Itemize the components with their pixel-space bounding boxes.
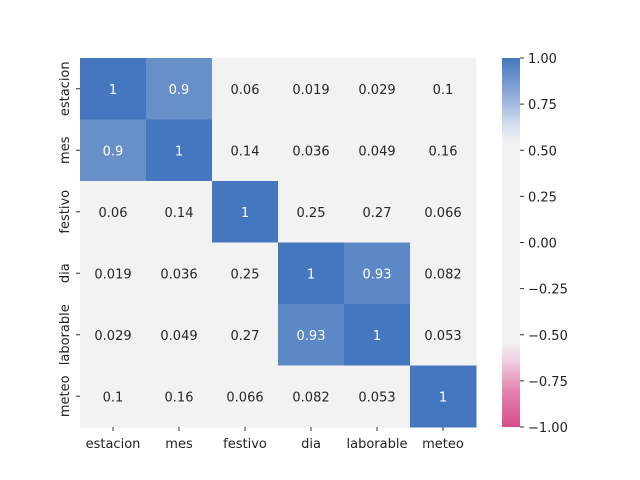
heatmap-cell <box>80 304 147 366</box>
heatmap-cell <box>344 304 411 366</box>
heatmap-cell <box>344 58 411 120</box>
cell-value-label: 0.049 <box>358 144 395 159</box>
heatmap-cell <box>212 304 279 366</box>
cell-value-label: 0.082 <box>292 390 329 405</box>
colorbar: 1.00 0.75 0.50 0.25 0.00 −0.25 −0.50 −0.75 −1.00 <box>502 52 568 436</box>
heatmap-cell <box>146 365 213 428</box>
cell-value-label: 0.16 <box>165 390 194 405</box>
x-tick-label: mes <box>165 437 193 452</box>
colorbar-tick-label: −1.00 <box>528 421 568 436</box>
heatmap-cell <box>278 58 345 120</box>
colorbar-tick-label: −0.25 <box>528 283 568 298</box>
cell-value-label: 0.036 <box>160 267 197 282</box>
heatmap-cell <box>410 58 477 120</box>
y-tick-label: mes <box>58 136 73 164</box>
colorbar-tick-label: −0.75 <box>528 375 568 390</box>
cell-value-label: 1 <box>373 329 381 344</box>
cell-value-label: 0.14 <box>231 144 260 159</box>
heatmap-cell <box>410 365 477 428</box>
heatmap-cell <box>80 181 147 243</box>
colorbar-tick-label: 0.75 <box>528 98 557 113</box>
cell-value-label: 0.14 <box>165 206 194 221</box>
heatmap-cell <box>410 181 477 243</box>
cell-value-label: 0.9 <box>169 83 190 98</box>
heatmap-cell <box>344 181 411 243</box>
y-tick-label: festivo <box>58 190 73 234</box>
colorbar-gradient <box>502 58 520 427</box>
heatmap-cell <box>146 242 213 305</box>
heatmap-cell <box>344 365 411 428</box>
heatmap-cell <box>410 242 477 305</box>
heatmap-cell <box>410 119 477 182</box>
cell-value-label: 0.029 <box>94 329 131 344</box>
x-tick-label: meteo <box>422 437 464 452</box>
heatmap-cell <box>80 58 147 120</box>
y-tick-label: meteo <box>58 375 73 417</box>
cell-value-label: 0.27 <box>363 206 392 221</box>
colorbar-tick-label: 0.00 <box>528 237 557 252</box>
cell-value-label: 0.082 <box>424 267 461 282</box>
heatmap-cell <box>80 242 147 305</box>
cell-value-label: 0.036 <box>292 144 329 159</box>
heatmap-cell <box>278 181 345 243</box>
cell-value-label: 0.066 <box>424 206 461 221</box>
heatmap-cell <box>278 119 345 182</box>
heatmap-cell <box>146 58 213 120</box>
cell-value-label: 0.9 <box>103 144 124 159</box>
cell-value-label: 0.049 <box>160 329 197 344</box>
cell-value-label: 0.93 <box>363 267 392 282</box>
cell-value-label: 0.053 <box>358 390 395 405</box>
colorbar-tick-label: 0.50 <box>528 144 557 159</box>
y-tick-label: laborable <box>58 304 73 365</box>
colorbar-tick-label: 1.00 <box>528 52 557 67</box>
heatmap-cell <box>80 119 147 182</box>
y-tick-label: estacion <box>58 61 73 116</box>
heatmap-cell <box>410 304 477 366</box>
x-tick-label: festivo <box>223 437 267 452</box>
heatmap-cell <box>278 304 345 366</box>
cell-value-label: 0.053 <box>424 329 461 344</box>
cell-value-label: 1 <box>241 206 249 221</box>
heatmap-cell <box>80 365 147 428</box>
heatmap-cell <box>146 304 213 366</box>
x-tick-label: laborable <box>347 437 408 452</box>
heatmap-cell <box>212 58 279 120</box>
cell-value-label: 0.1 <box>433 83 454 98</box>
heatmap-cell <box>344 242 411 305</box>
cell-value-label: 0.25 <box>297 206 326 221</box>
cell-value-label: 1 <box>109 83 117 98</box>
x-tick-label: dia <box>301 437 321 452</box>
heatmap-cell <box>344 119 411 182</box>
cell-value-label: 1 <box>307 267 315 282</box>
cell-value-label: 1 <box>439 390 447 405</box>
colorbar-tick-label: 0.25 <box>528 190 557 205</box>
cell-value-label: 0.93 <box>297 329 326 344</box>
heatmap-cell <box>146 181 213 243</box>
heatmap-cell <box>212 181 279 243</box>
cell-value-label: 1 <box>175 144 183 159</box>
cell-value-label: 0.06 <box>99 206 128 221</box>
cell-value-label: 0.066 <box>226 390 263 405</box>
cell-value-label: 0.16 <box>429 144 458 159</box>
colorbar-tick-label: −0.50 <box>528 329 568 344</box>
cell-value-label: 0.019 <box>292 83 329 98</box>
heatmap-plot-area: 1 0.9 0.06 0.019 0.029 0.1 0.9 1 0.14 0.036 0.049 0… <box>58 58 477 452</box>
cell-value-label: 0.25 <box>231 267 260 282</box>
heatmap-cell <box>278 242 345 305</box>
heatmap-cell <box>212 119 279 182</box>
heatmap-cell <box>278 365 345 428</box>
x-tick-label: estacion <box>86 437 141 452</box>
cell-value-label: 0.019 <box>94 267 131 282</box>
y-tick-label: dia <box>58 263 73 283</box>
cell-value-label: 0.029 <box>358 83 395 98</box>
heatmap-cell <box>212 365 279 428</box>
cell-value-label: 0.06 <box>231 83 260 98</box>
cell-value-label: 0.1 <box>103 390 124 405</box>
heatmap-cell <box>212 242 279 305</box>
cell-value-label: 0.27 <box>231 329 260 344</box>
heatmap-cell <box>146 119 213 182</box>
